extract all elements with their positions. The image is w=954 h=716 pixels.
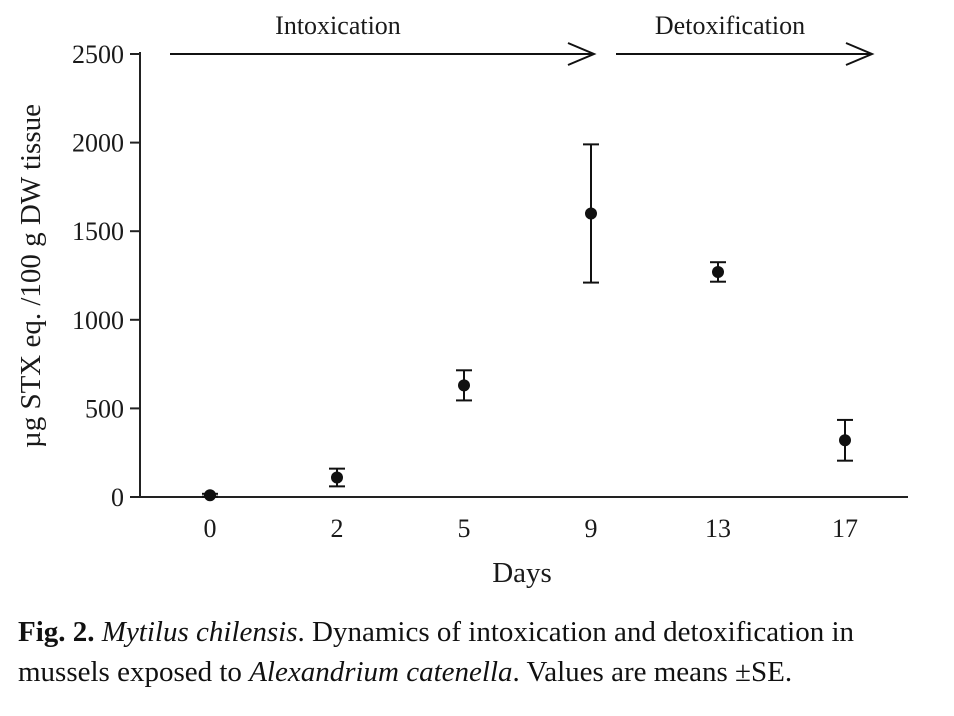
x-tick-label: 5 [458,514,471,543]
phase-arrow-head [845,42,875,66]
data-point-group [329,467,345,488]
x-ticks: 0 2 5 9 13 17 [204,514,859,543]
y-tick-label: 2500 [72,40,124,69]
caption-text-2: . Values are means ±SE. [512,656,793,688]
caption-label: Fig. 2. [18,616,95,648]
x-tick-label: 2 [331,514,344,543]
data-point-group [710,261,726,283]
figure-caption: Fig. 2. Mytilus chilensis. Dynamics of i… [18,612,938,692]
y-tick-label: 0 [111,483,124,512]
x-tick-label: 17 [832,514,858,543]
x-tick-label: 13 [705,514,731,543]
x-tick-label: 0 [204,514,217,543]
axes [139,52,908,498]
data-point-group [202,489,218,502]
phase-arrow-head [567,42,597,66]
data-point [458,379,470,392]
phase-annotation: Intoxication [170,11,597,66]
caption-species: Mytilus chilensis [101,616,298,648]
chart: 0 500 1000 1500 2000 2500 0 2 5 9 13 17 Intoxicati… [15,11,908,589]
phase-annotation: Detoxification [616,11,875,66]
data-point [331,471,343,484]
caption-species-2: Alexandrium catenella [249,656,513,688]
data-point [712,265,724,278]
y-tick-label: 500 [85,394,124,423]
x-tick-label: 9 [585,514,598,543]
data-point-group [583,143,599,284]
phase-label: Intoxication [275,11,401,40]
caption-text-1: . Dynamics of intoxication and detoxific… [18,616,855,688]
phase-label: Detoxification [655,11,805,40]
data-points [202,143,853,502]
data-point [585,207,597,220]
data-point [204,489,216,502]
y-tick-label: 1000 [72,306,124,335]
y-tick-label: 2000 [72,129,124,158]
data-point-group [837,418,853,462]
data-point [839,434,851,447]
x-axis-label: Days [492,557,552,589]
y-axis-label: µg STX eq. /100 g DW tissue [15,104,47,448]
y-tick-label: 1500 [72,217,124,246]
y-ticks: 0 500 1000 1500 2000 2500 [72,40,140,512]
data-point-group [456,369,472,402]
phase-annotations: Intoxication Detoxification [170,11,875,66]
